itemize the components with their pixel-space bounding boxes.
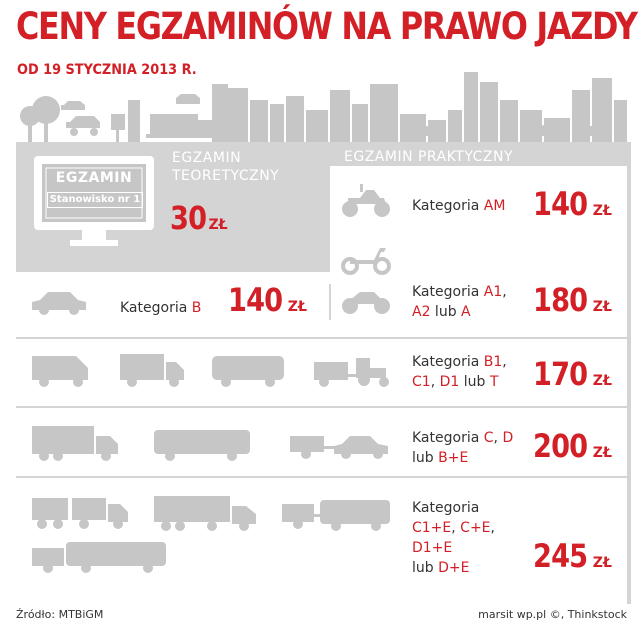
category-ce-label-line1: Kategoria: [412, 500, 480, 516]
category-a-label-line1: Kategoria A1,: [412, 282, 507, 302]
price-value: 140: [228, 281, 283, 319]
footer-credit: marsit wp.pl ©, Thinkstock: [478, 608, 627, 621]
price-value: 140: [533, 185, 588, 223]
category-code: D1: [439, 374, 460, 390]
footer-source: Źródło: MTBiGM: [16, 608, 104, 621]
price-unit: ZŁ: [592, 555, 612, 571]
theory-price-unit: ZŁ: [208, 217, 228, 233]
category-code: B1: [483, 354, 503, 370]
category-am-label: Kategoria AM: [412, 196, 505, 216]
category-sep: lub: [459, 374, 490, 390]
category-code: A2: [412, 304, 431, 320]
category-code: B+E: [438, 450, 469, 466]
price-value: 170: [533, 355, 588, 393]
motorcycle-icon: [342, 292, 390, 314]
category-c-label-line2: lub B+E: [412, 448, 468, 468]
category-b1-price: 170 ZŁ: [533, 358, 612, 390]
category-a-label-line2: A2 lub A: [412, 302, 471, 322]
page-subtitle: OD 19 STYCZNIA 2013 R.: [17, 62, 197, 78]
category-a-price: 180 ZŁ: [533, 284, 612, 316]
category-code: A: [461, 304, 471, 320]
price-value: 245: [533, 537, 588, 575]
divider: [329, 284, 331, 320]
semi-truck-icon: [154, 496, 256, 531]
category-code: T: [489, 374, 499, 390]
category-c-label-line1: Kategoria C, D: [412, 428, 513, 448]
quad-bike-icon: [342, 184, 390, 217]
category-sep: ,: [502, 284, 507, 300]
screen-label: EGZAMIN: [55, 170, 133, 186]
light-truck-icon: [120, 354, 184, 387]
theory-price-value: 30: [170, 199, 207, 237]
monitor-icon: [34, 156, 154, 246]
category-code: C+E: [460, 520, 491, 536]
category-sep: ,: [502, 354, 507, 370]
theory-header-line2: TEORETYCZNY: [172, 168, 280, 184]
scooter-icon: [341, 248, 391, 275]
page-title: CENY EGZAMINÓW NA PRAWO JAZDY: [16, 5, 638, 48]
car-with-trailer-icon: [290, 436, 388, 459]
theory-header-line1: EGZAMIN: [172, 150, 242, 166]
category-prefix: Kategoria: [412, 198, 484, 214]
category-code: D+E: [438, 560, 470, 576]
category-prefix: Kategoria: [412, 430, 484, 446]
price-unit: ZŁ: [287, 299, 307, 315]
category-prefix: Kategoria: [120, 300, 192, 316]
category-b1-label-line1: Kategoria B1,: [412, 352, 507, 372]
category-ce-label-line2: C1+E, C+E,: [412, 518, 495, 538]
price-value: 180: [533, 281, 588, 319]
category-sep: ,: [430, 374, 440, 390]
category-sep: ,: [451, 520, 461, 536]
price-unit: ZŁ: [592, 445, 612, 461]
bus-with-trailer-icon: [282, 500, 390, 531]
divider: [16, 406, 627, 408]
category-code: C1: [412, 374, 431, 390]
category-code: D1+E: [412, 540, 453, 556]
theory-price: 30 ZŁ: [170, 202, 228, 234]
car-icon: [32, 292, 86, 315]
practical-header: EGZAMIN PRAKTYCZNY: [344, 149, 513, 165]
minibus-icon: [212, 356, 284, 387]
category-ce-label-line4: lub D+E: [412, 558, 469, 578]
city-skyline-illustration: [20, 72, 627, 142]
category-prefix: Kategoria: [412, 284, 484, 300]
category-b-price: 140 ZŁ: [228, 284, 307, 316]
category-sep: lub: [430, 304, 462, 320]
category-ce-price: 245 ZŁ: [533, 540, 612, 572]
category-code: A1: [483, 284, 503, 300]
category-sep: ,: [493, 430, 503, 446]
articulated-bus-icon: [32, 542, 166, 573]
category-c-price: 200 ZŁ: [533, 430, 612, 462]
category-code: B: [191, 300, 202, 316]
divider: [16, 476, 627, 478]
category-prefix: lub: [412, 560, 439, 576]
category-b1-label-line2: C1, D1 lub T: [412, 372, 498, 392]
category-prefix: Kategoria: [412, 354, 484, 370]
category-code: D: [502, 430, 514, 446]
category-ce-label-line3: D1+E: [412, 538, 452, 558]
category-code: AM: [483, 198, 506, 214]
divider: [16, 337, 627, 339]
truck-with-trailer-icon: [32, 498, 128, 529]
category-code: C: [483, 430, 494, 446]
truck-icon: [32, 426, 118, 461]
price-unit: ZŁ: [592, 203, 612, 219]
category-sep: ,: [490, 520, 495, 536]
category-am-price: 140 ZŁ: [533, 188, 612, 220]
screen-sub-label: Stanowisko nr 1: [47, 192, 143, 208]
tractor-icon: [314, 358, 389, 387]
price-value: 200: [533, 427, 588, 465]
price-unit: ZŁ: [592, 299, 612, 315]
category-prefix: lub: [412, 450, 439, 466]
category-code: C1+E: [412, 520, 452, 536]
price-unit: ZŁ: [592, 373, 612, 389]
bus-icon: [154, 430, 250, 461]
van-icon: [32, 356, 88, 387]
category-b-label: Kategoria B: [120, 298, 201, 318]
